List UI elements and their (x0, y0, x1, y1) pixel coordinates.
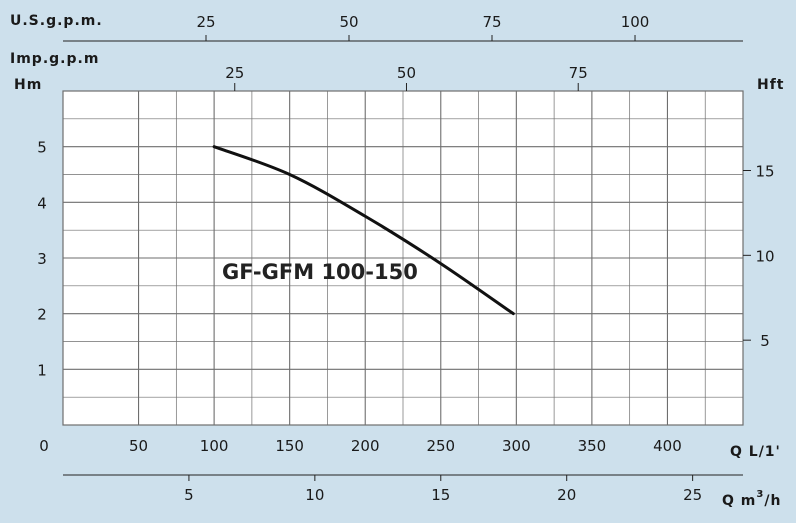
impgpm-axis-label: Imp.g.p.m (10, 51, 99, 67)
m3h-tick-label: 15 (431, 486, 450, 504)
usgpm-tick-label: 25 (196, 13, 215, 31)
x-primary-ticks: 50 100 150 200 250 300 350 400 (129, 437, 682, 455)
x-primary-tick-label: 250 (426, 437, 455, 455)
x-zero-label: 0 (39, 437, 49, 455)
y-left-ticks: 1 2 3 4 5 (37, 139, 47, 380)
x-primary-axis-label: Q L/1' (730, 444, 781, 460)
y-right-tick-label: 15 (755, 162, 774, 180)
m3h-label-suffix: /h (764, 493, 781, 509)
y-right-axis-label: Hft (757, 77, 785, 93)
usgpm-axis-label: U.S.g.p.m. (10, 13, 103, 29)
y-left-tick-label: 4 (37, 194, 47, 212)
impgpm-ticks: 25 50 75 (225, 64, 588, 91)
y-right-tick-label: 5 (760, 332, 770, 350)
grid-lines (63, 91, 743, 425)
x-primary-tick-label: 350 (578, 437, 607, 455)
y-right-ticks: 5 10 15 (743, 162, 775, 350)
m3h-ticks: 5 10 15 20 25 (184, 475, 702, 504)
x-primary-tick-label: 150 (275, 437, 304, 455)
y-left-tick-label: 5 (37, 139, 47, 157)
usgpm-tick-label: 50 (339, 13, 358, 31)
y-left-axis-label: Hm (14, 77, 42, 93)
m3h-tick-label: 20 (557, 486, 576, 504)
m3h-tick-label: 25 (683, 486, 702, 504)
series-line-gf-gfm-100-150 (212, 145, 515, 316)
y-right-tick-label: 10 (755, 247, 774, 265)
x-primary-tick-label: 200 (351, 437, 380, 455)
impgpm-tick-label: 50 (397, 64, 416, 82)
x-primary-tick-label: 300 (502, 437, 531, 455)
y-left-tick-label: 2 (37, 306, 47, 324)
usgpm-ticks: 25 50 75 100 (196, 13, 649, 41)
usgpm-tick-label: 100 (621, 13, 650, 31)
m3h-tick-label: 10 (305, 486, 324, 504)
x-primary-tick-label: 50 (129, 437, 148, 455)
impgpm-tick-label: 25 (225, 64, 244, 82)
m3h-tick-label: 5 (184, 486, 194, 504)
m3h-axis-label: Q m3/h (722, 489, 781, 509)
x-primary-tick-label: 100 (200, 437, 229, 455)
curve-label: GF-GFM 100-150 (222, 260, 418, 284)
x-primary-tick-label: 400 (653, 437, 682, 455)
m3h-label-sup: 3 (756, 489, 764, 500)
m3h-label-prefix: Q m (722, 493, 756, 509)
usgpm-tick-label: 75 (482, 13, 501, 31)
y-left-tick-label: 3 (37, 250, 47, 268)
y-left-tick-label: 1 (37, 361, 47, 379)
impgpm-tick-label: 75 (569, 64, 588, 82)
